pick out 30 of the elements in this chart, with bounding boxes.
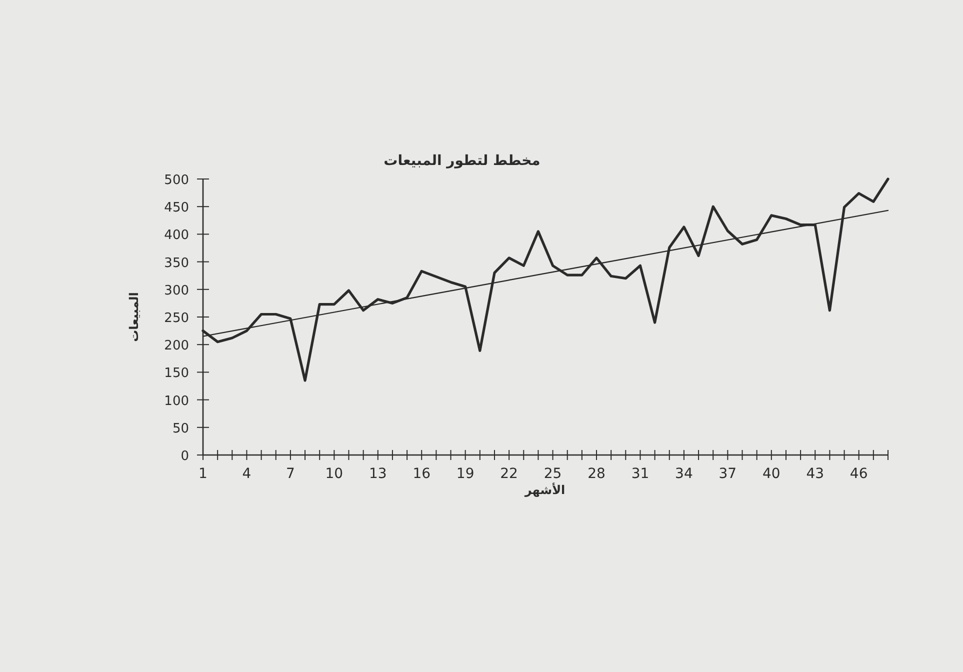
y-tick-label: 500 — [164, 173, 189, 188]
x-tick-label: 40 — [762, 466, 780, 482]
chart-title: مخطط لتطور المبيعات — [384, 153, 540, 169]
y-tick-label: 50 — [172, 421, 189, 436]
x-tick-label: 16 — [412, 466, 431, 482]
x-tick-label: 10 — [325, 466, 344, 482]
y-tick-label: 0 — [180, 449, 189, 464]
y-tick-label: 250 — [164, 311, 189, 326]
x-tick-label: 34 — [675, 466, 693, 482]
x-tick-label: 31 — [631, 466, 650, 482]
y-tick-label: 400 — [164, 228, 189, 244]
y-tick-label: 300 — [164, 283, 189, 298]
y-tick-label: 450 — [164, 200, 189, 216]
y-tick-label: 350 — [164, 256, 189, 271]
x-tick-label: 19 — [456, 466, 474, 482]
x-tick-label: 46 — [850, 466, 868, 482]
x-tick-label: 37 — [718, 466, 737, 482]
y-tick-label: 100 — [164, 394, 189, 409]
y-tick-label: 150 — [164, 366, 189, 382]
x-axis-title: الأشهر — [524, 482, 566, 497]
y-axis-title: المبيعات — [127, 292, 141, 342]
x-tick-label: 43 — [806, 466, 824, 482]
y-tick-label: 200 — [164, 338, 189, 354]
x-tick-label: 7 — [286, 466, 295, 482]
x-tick-label: 1 — [198, 466, 208, 482]
x-tick-label: 13 — [368, 466, 387, 482]
x-tick-label: 28 — [588, 466, 606, 482]
x-tick-label: 4 — [242, 466, 252, 482]
x-tick-label: 25 — [544, 466, 562, 482]
x-tick-label: 22 — [500, 466, 518, 482]
